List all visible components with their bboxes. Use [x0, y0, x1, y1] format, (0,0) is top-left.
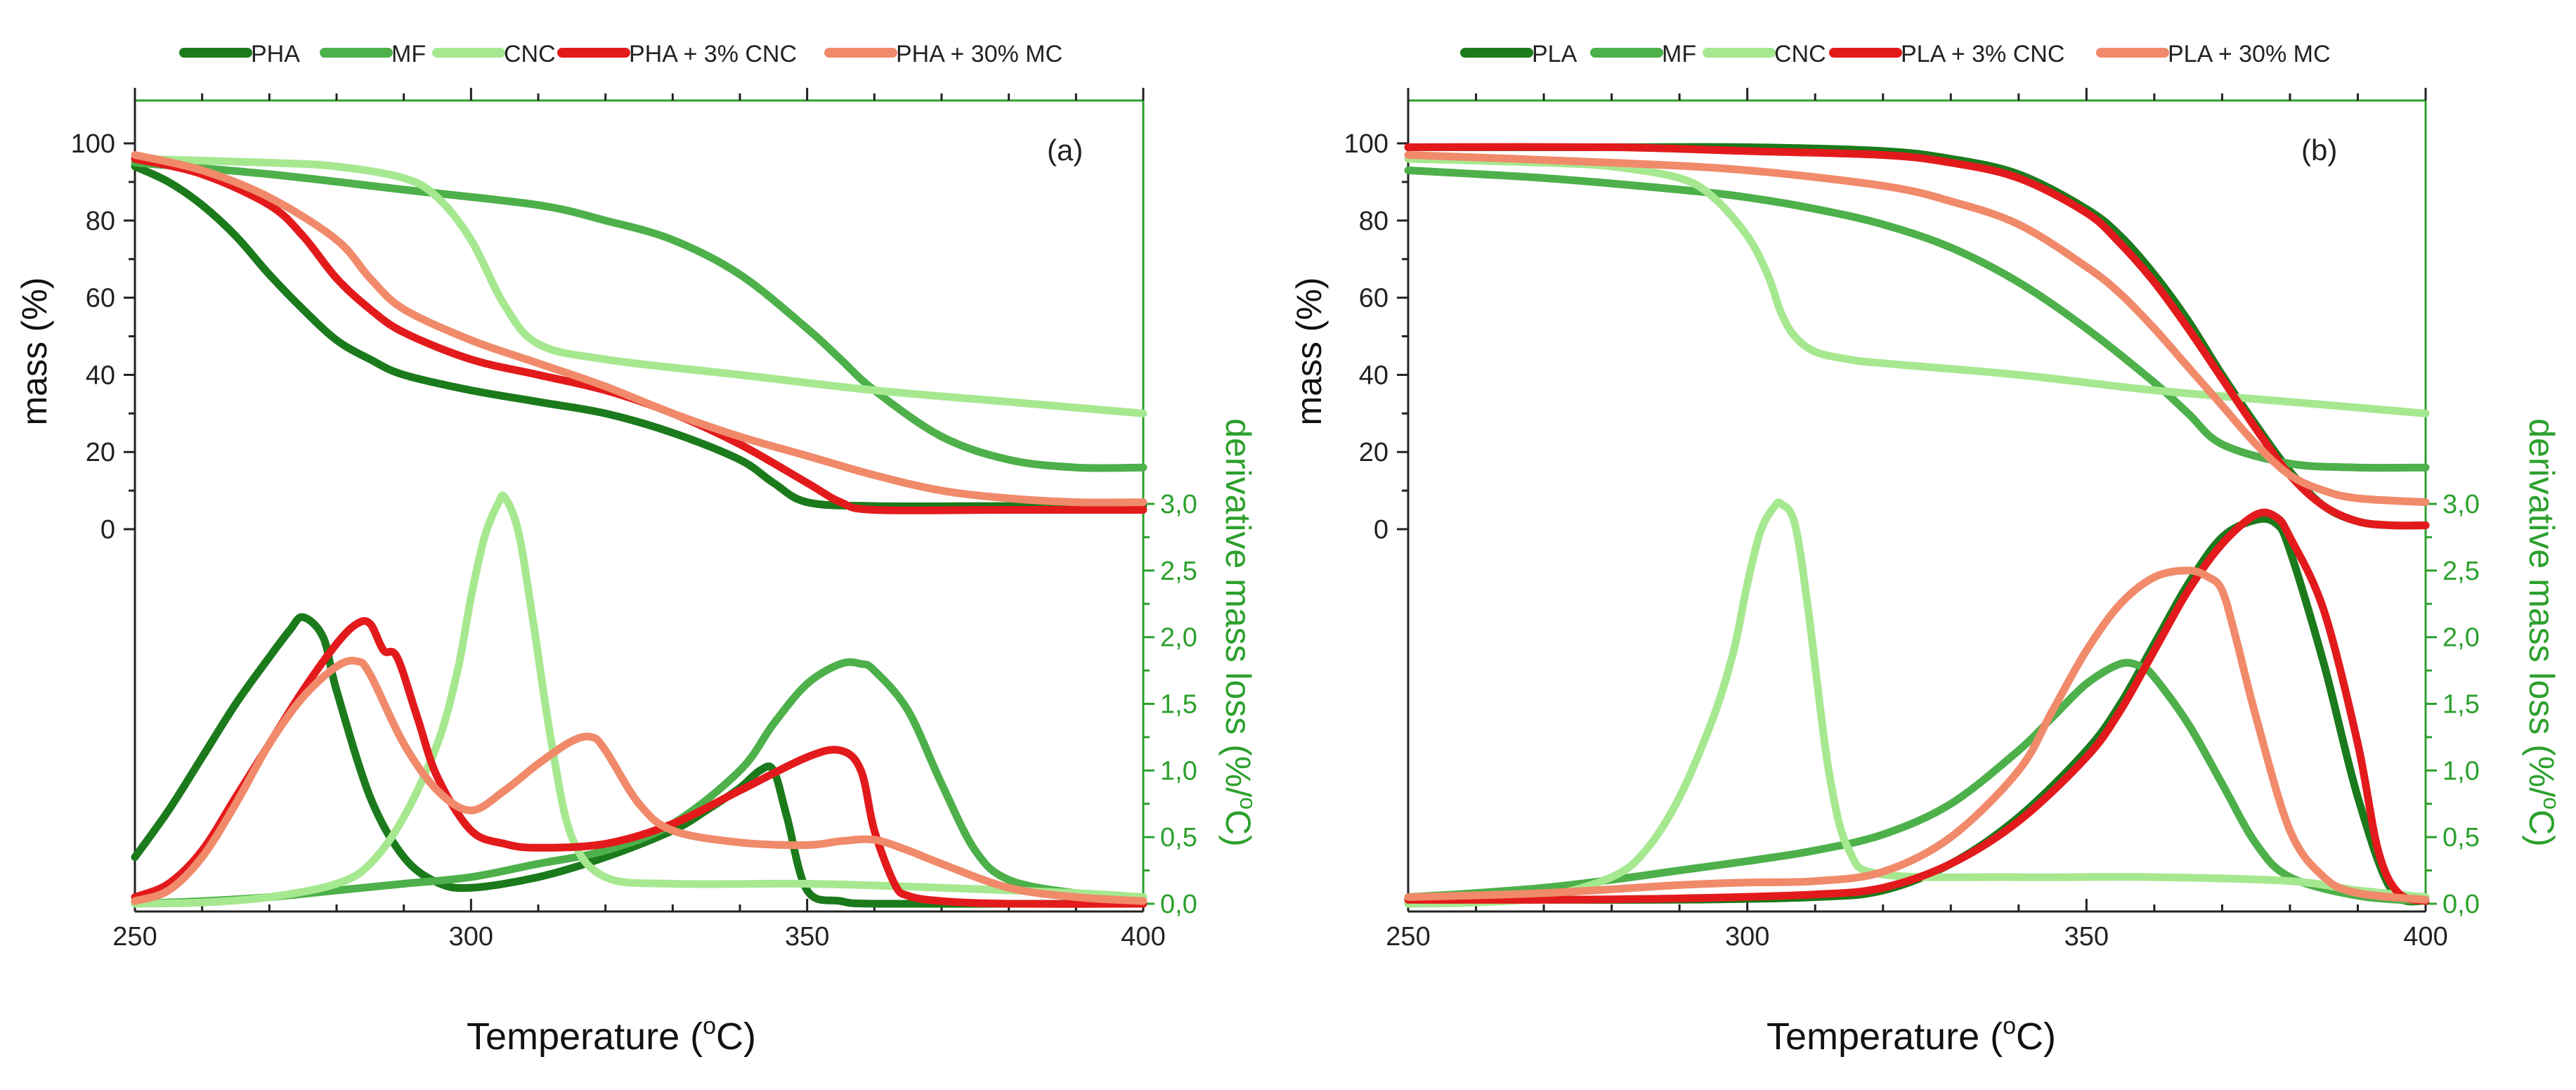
- y-axis-title-mass-a: mass (%): [15, 277, 54, 425]
- x-tick-label-b: 300: [1725, 922, 1769, 952]
- y-deriv-tick-label-a: 1,0: [1160, 756, 1197, 786]
- panel-a-label: (a): [1047, 134, 1083, 167]
- axis-ticks-b: 250 300 350 400 0 20 40 60 80 100 0,0 0,5 1,0 1,5 2,0 2…: [1344, 88, 2480, 952]
- legend-b-label-2: CNC: [1774, 41, 1826, 67]
- y-deriv-tick-label-a: 0,5: [1160, 823, 1197, 852]
- deriv-line-pha-30-mc-a: [131, 656, 1147, 905]
- y-mass-tick-label-b: 20: [1359, 438, 1388, 467]
- y-mass-tick-label-a: 60: [86, 284, 115, 313]
- mass-line-pla-30-mc-b: [1404, 151, 2430, 507]
- mass-line-pha-30-mc-a: [131, 151, 1147, 507]
- y-axis-title-mass-b: mass (%): [1289, 277, 1329, 425]
- y-deriv-tick-label-b: 3,0: [2442, 490, 2480, 519]
- x-tick-label-a: 300: [449, 922, 493, 952]
- y-deriv-tick-label-a: 2,5: [1160, 557, 1197, 586]
- deriv-line-pla-30-mc-b: [1404, 566, 2430, 904]
- x-tick-label-b: 400: [2403, 922, 2447, 952]
- legend-a-label-1: MF: [391, 41, 426, 67]
- y-deriv-tick-label-b: 1,5: [2442, 690, 2480, 720]
- deriv-line-cnc-a: [131, 491, 1147, 908]
- legend-b-label-3: PLA + 3% CNC: [1901, 41, 2064, 67]
- panel-b: PLA MF CNC PLA + 3% CNC PLA + 30% MC (b)…: [1289, 41, 2564, 1058]
- y-mass-tick-label-a: 0: [100, 515, 115, 545]
- deriv-line-cnc-b: [1404, 498, 2430, 908]
- legend-a-label-4: PHA + 30% MC: [896, 41, 1062, 67]
- y-mass-tick-label-b: 80: [1359, 207, 1388, 236]
- legend-b: PLA MF CNC PLA + 3% CNC PLA + 30% MC: [1460, 41, 2331, 67]
- deriv-line-pla-3-cnc-b: [1404, 508, 2430, 905]
- x-tick-label-a: 350: [785, 922, 829, 952]
- y-deriv-tick-label-a: 1,5: [1160, 690, 1197, 720]
- legend-a-label-3: PHA + 3% CNC: [629, 41, 797, 67]
- y-mass-tick-label-a: 80: [86, 207, 115, 236]
- deriv-line-pha-a: [131, 613, 1147, 908]
- y-deriv-tick-label-b: 2,5: [2442, 557, 2480, 586]
- y-mass-tick-label-b: 60: [1359, 284, 1388, 313]
- y-mass-tick-label-a: 100: [71, 129, 115, 159]
- x-tick-label-a: 250: [112, 922, 157, 952]
- legend-a-label-2: CNC: [504, 41, 556, 67]
- mass-line-cnc-a: [131, 155, 1147, 417]
- mass-line-mf-b: [1404, 166, 2430, 472]
- x-tick-label-a: 400: [1121, 922, 1165, 952]
- legend-b-label-1: MF: [1662, 41, 1696, 67]
- legend-a: PHA MF CNC PHA + 3% CNC PHA + 30% MC: [179, 41, 1062, 67]
- axis-ticks-a: 250 300 350 400 0 20 40 60 80 100 0,0 0,5 1,0 1,5 2,0 2…: [71, 88, 1197, 952]
- x-axis-title-a: Temperature (oC): [467, 1013, 756, 1058]
- y-deriv-tick-label-a: 0,0: [1160, 890, 1197, 919]
- y-axis-title-deriv-a: derivative mass loss (%/oC): [1218, 418, 1261, 847]
- legend-a-label-0: PHA: [251, 41, 300, 67]
- legend-b-label-4: PLA + 30% MC: [2168, 41, 2331, 67]
- mass-line-mf-a: [131, 159, 1147, 472]
- series-lines-b: [1404, 143, 2430, 908]
- legend-b-label-0: PLA: [1532, 41, 1578, 67]
- y-mass-tick-label-a: 40: [86, 361, 115, 390]
- x-tick-label-b: 350: [2064, 922, 2109, 952]
- y-deriv-tick-label-a: 2,0: [1160, 623, 1197, 653]
- x-axis-title-b: Temperature (oC): [1767, 1013, 2056, 1058]
- y-mass-tick-label-a: 20: [86, 438, 115, 467]
- y-axis-title-deriv-b: derivative mass loss (%/oC): [2522, 418, 2564, 847]
- y-deriv-tick-label-a: 3,0: [1160, 490, 1197, 519]
- panel-b-label: (b): [2301, 134, 2337, 167]
- mass-line-cnc-b: [1404, 155, 2430, 417]
- y-mass-tick-label-b: 0: [1374, 515, 1388, 545]
- y-deriv-tick-label-b: 0,5: [2442, 823, 2480, 852]
- y-deriv-tick-label-b: 1,0: [2442, 756, 2480, 786]
- y-mass-tick-label-b: 40: [1359, 361, 1388, 390]
- series-lines-a: [131, 151, 1147, 908]
- x-tick-label-b: 250: [1386, 922, 1430, 952]
- deriv-line-mf-a: [131, 658, 1147, 908]
- y-deriv-tick-label-b: 0,0: [2442, 890, 2480, 919]
- mass-line-pha-3-cnc-a: [131, 155, 1147, 514]
- panel-a: PHA MF CNC PHA + 3% CNC PHA + 30% MC (a)…: [15, 41, 1261, 1058]
- mass-line-pla-3-cnc-b: [1404, 143, 2430, 530]
- y-deriv-tick-label-b: 2,0: [2442, 623, 2480, 653]
- y-mass-tick-label-b: 100: [1344, 129, 1388, 159]
